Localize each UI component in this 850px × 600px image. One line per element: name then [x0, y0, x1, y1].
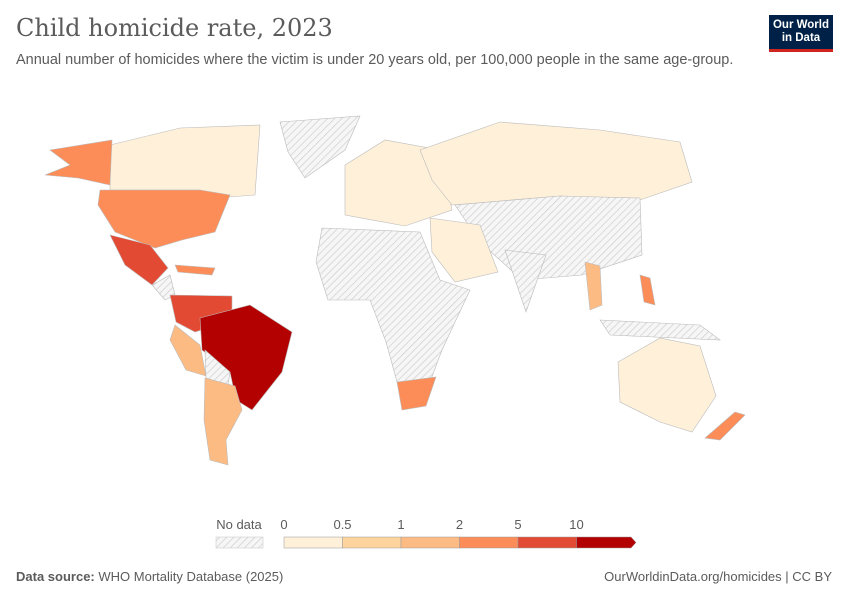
legend-bin[interactable]	[459, 536, 519, 549]
legend-tick-label: 10	[569, 517, 584, 532]
data-source: Data source: WHO Mortality Database (202…	[16, 569, 284, 584]
region-canada[interactable]	[109, 124, 261, 199]
legend-no-data-swatch	[215, 536, 264, 549]
region-caribbean[interactable]	[174, 264, 216, 276]
owid-logo[interactable]: Our World in Data	[769, 15, 833, 52]
region-south-africa[interactable]	[396, 376, 437, 411]
region-thailand[interactable]	[584, 261, 603, 311]
legend-no-data-label: No data	[216, 517, 262, 532]
legend-tick-label: 5	[514, 517, 522, 532]
region-india[interactable]	[504, 249, 547, 313]
legend-bin[interactable]	[576, 536, 637, 549]
legend-tick-label: 2	[455, 517, 464, 532]
world-map	[44, 115, 746, 466]
region-alaska[interactable]	[44, 139, 113, 186]
region-mexico[interactable]	[109, 234, 169, 286]
region-usa[interactable]	[97, 189, 231, 249]
region-greenland[interactable]	[279, 115, 361, 179]
legend-bar	[215, 536, 637, 549]
region-russia[interactable]	[419, 121, 693, 206]
region-middle-east[interactable]	[429, 217, 499, 283]
legend-bin[interactable]	[517, 536, 577, 549]
region-indonesia[interactable]	[599, 319, 721, 341]
legend-bin[interactable]	[342, 536, 402, 549]
source-link[interactable]: OurWorldinData.org/homicides | CC BY	[604, 569, 832, 584]
region-australia[interactable]	[617, 337, 717, 433]
region-philippines[interactable]	[639, 274, 656, 306]
chart-title: Child homicide rate, 2023	[16, 14, 333, 42]
region-new-zealand[interactable]	[704, 411, 746, 441]
region-peru[interactable]	[169, 324, 207, 377]
legend-bin[interactable]	[283, 536, 343, 549]
legend-tick-label: 0	[280, 517, 288, 532]
legend-tick-label: 0.5	[333, 517, 352, 532]
region-argentina-chile[interactable]	[203, 377, 243, 466]
chart-subtitle: Annual number of homicides where the vic…	[16, 52, 734, 68]
legend-bin[interactable]	[400, 536, 460, 549]
legend-tick-label: 1	[397, 517, 405, 532]
